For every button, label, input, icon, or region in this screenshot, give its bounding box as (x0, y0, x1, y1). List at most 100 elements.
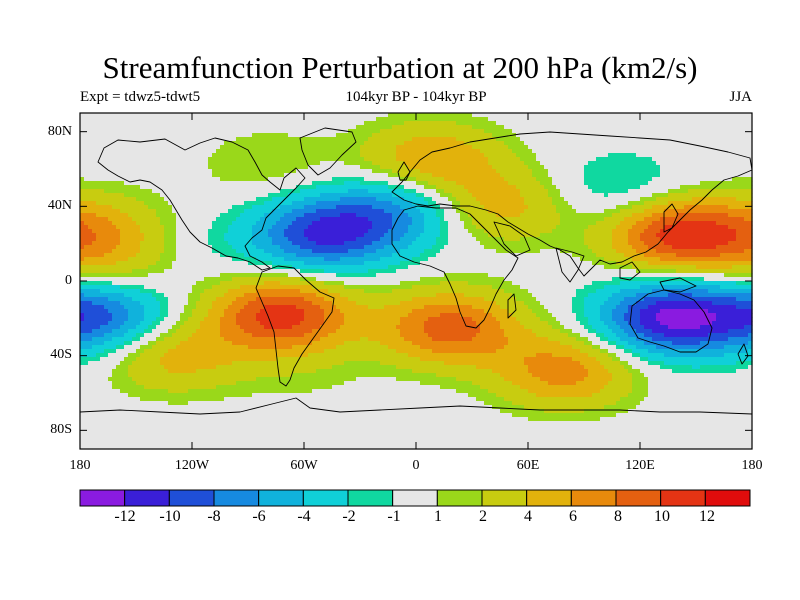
field-cell (200, 117, 205, 122)
field-cell (100, 181, 105, 186)
field-cell (284, 353, 289, 358)
field-cell (88, 369, 93, 374)
field-cell (284, 137, 289, 142)
field-cell (304, 253, 309, 258)
field-cell (240, 369, 245, 374)
field-cell (280, 133, 285, 138)
field-cell (128, 201, 133, 206)
field-cell (88, 337, 93, 342)
field-cell (156, 293, 161, 298)
field-cell (276, 261, 281, 266)
field-cell (132, 197, 137, 202)
field-cell (228, 113, 233, 118)
field-cell (220, 309, 225, 314)
field-cell (80, 445, 85, 450)
field-cell (240, 433, 245, 438)
field-cell (244, 321, 249, 326)
field-cell (288, 205, 293, 210)
field-cell (264, 265, 269, 270)
field-cell (208, 173, 213, 178)
field-cell (152, 205, 157, 210)
field-cell (256, 185, 261, 190)
field-cell (156, 341, 161, 346)
field-cell (248, 253, 253, 258)
field-cell (172, 285, 177, 290)
field-cell (156, 349, 161, 354)
field-cell (100, 345, 105, 350)
field-cell (232, 177, 237, 182)
field-cell (156, 285, 161, 290)
field-cell (172, 257, 177, 262)
field-cell (280, 277, 285, 282)
field-cell (196, 177, 201, 182)
field-cell (192, 145, 197, 150)
field-cell (184, 317, 189, 322)
field-cell (172, 381, 177, 386)
field-cell (264, 297, 269, 302)
field-cell (260, 377, 265, 382)
field-cell (300, 373, 305, 378)
field-cell (168, 441, 173, 446)
field-cell (156, 225, 161, 230)
field-cell (308, 161, 313, 166)
field-cell (276, 361, 281, 366)
field-cell (248, 185, 253, 190)
field-cell (200, 245, 205, 250)
field-cell (128, 181, 133, 186)
field-cell (180, 333, 185, 338)
field-cell (284, 205, 289, 210)
field-cell (120, 365, 125, 370)
field-cell (268, 257, 273, 262)
field-cell (212, 277, 217, 282)
field-cell (96, 433, 101, 438)
field-cell (124, 229, 129, 234)
field-cell (224, 433, 229, 438)
field-cell (240, 237, 245, 242)
field-cell (100, 113, 105, 118)
field-cell (172, 133, 177, 138)
field-cell (196, 145, 201, 150)
field-cell (160, 365, 165, 370)
field-cell (264, 445, 269, 450)
field-cell (256, 249, 261, 254)
field-cell (144, 437, 149, 442)
field-cell (156, 421, 161, 426)
field-cell (96, 437, 101, 442)
field-cell (152, 257, 157, 262)
field-cell (104, 393, 109, 398)
field-cell (228, 241, 233, 246)
field-cell (180, 121, 185, 126)
field-cell (128, 289, 133, 294)
field-cell (296, 269, 301, 274)
field-cell (284, 149, 289, 154)
field-cell (156, 161, 161, 166)
field-cell (88, 345, 93, 350)
field-cell (136, 189, 141, 194)
field-cell (88, 397, 93, 402)
field-cell (84, 281, 89, 286)
field-cell (200, 441, 205, 446)
field-cell (144, 153, 149, 158)
field-cell (108, 157, 113, 162)
field-cell (216, 241, 221, 246)
field-cell (104, 413, 109, 418)
field-cell (256, 321, 261, 326)
field-cell (116, 293, 121, 298)
field-cell (216, 289, 221, 294)
field-cell (132, 317, 137, 322)
field-cell (80, 405, 85, 410)
field-cell (88, 145, 93, 150)
field-cell (244, 377, 249, 382)
field-cell (248, 405, 253, 410)
field-cell (152, 417, 157, 422)
field-cell (132, 113, 137, 118)
field-cell (120, 377, 125, 382)
field-cell (156, 445, 161, 450)
field-cell (304, 329, 309, 334)
field-cell (128, 137, 133, 142)
field-cell (216, 301, 221, 306)
field-cell (244, 325, 249, 330)
field-cell (88, 261, 93, 266)
field-cell (296, 153, 301, 158)
field-cell (180, 233, 185, 238)
